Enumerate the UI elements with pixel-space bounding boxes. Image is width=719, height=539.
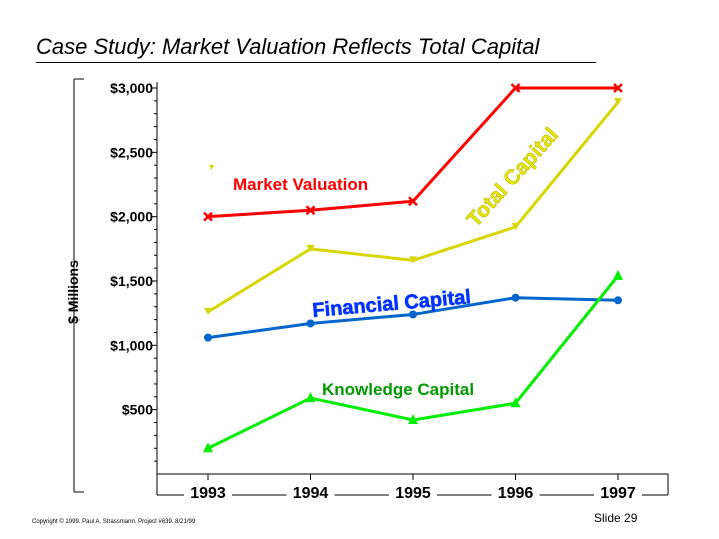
data-point: [613, 269, 623, 280]
data-point: [305, 205, 316, 216]
data-point: [408, 196, 418, 207]
series-lines: [203, 83, 623, 453]
data-point: [203, 211, 213, 222]
data-point: [511, 222, 520, 230]
slide-number: Slide 29: [594, 511, 638, 525]
series-financial-capital: [204, 293, 622, 342]
series-market-valuation: [203, 83, 623, 222]
x-tick-label: 1995: [395, 485, 431, 502]
stray-marker: [209, 165, 214, 170]
y-tick-label: $500: [122, 402, 153, 418]
series-knowledge-capital: [203, 269, 623, 453]
x-tick-label: 1993: [190, 485, 226, 502]
data-point: [305, 392, 316, 403]
data-point: [510, 83, 521, 93]
x-tick-label: 1997: [600, 485, 636, 502]
series-total-capital: [204, 98, 622, 315]
label-knowledge-capital: Knowledge Capital: [322, 380, 474, 399]
axes: $ Millions: [65, 78, 668, 493]
label-total-capital: Total Capital: [463, 123, 563, 231]
y-tick-label: $2,000: [110, 209, 153, 225]
label-market-valuation: Market Valuation: [233, 175, 368, 194]
copyright-notice: Copyright © 1999. Paul A. Strassmann. Pr…: [32, 519, 196, 525]
data-point: [409, 310, 417, 319]
data-point: [203, 442, 213, 453]
y-tick-label: $2,500: [110, 144, 153, 160]
data-point: [613, 83, 623, 93]
data-point: [204, 307, 212, 315]
data-point: [409, 256, 417, 264]
slide-title: Case Study: Market Valuation Reflects To…: [36, 34, 540, 59]
data-point: [306, 244, 315, 252]
data-point: [510, 397, 521, 408]
data-point: [306, 319, 315, 328]
data-point: [614, 296, 622, 305]
y-tick-label: $3,000: [110, 80, 153, 96]
y-tick-label: $1,000: [110, 337, 153, 353]
data-point: [408, 413, 418, 424]
axis-ticks: $500 $1,000 $1,500 $2,000 $2,500 $3,000 1993 19…: [110, 80, 669, 502]
x-tick-label: 1996: [498, 485, 534, 502]
data-point: [204, 333, 212, 342]
title-underline: [36, 62, 596, 63]
data-point: [614, 98, 622, 106]
y-tick-label: $1,500: [110, 273, 153, 289]
x-tick-label: 1994: [293, 485, 329, 502]
series-line: [207, 86, 618, 219]
data-point: [511, 293, 520, 302]
y-axis-title: $ Millions: [65, 260, 81, 324]
